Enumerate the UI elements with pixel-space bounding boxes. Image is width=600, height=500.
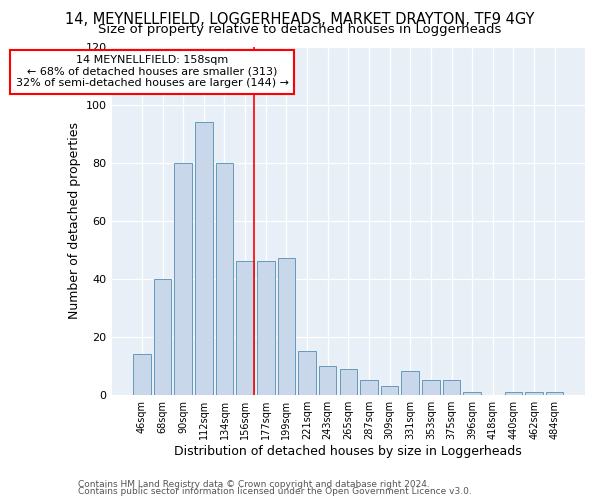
Text: Size of property relative to detached houses in Loggerheads: Size of property relative to detached ho… — [98, 24, 502, 36]
Bar — [298, 351, 316, 395]
Bar — [340, 368, 357, 394]
Bar — [278, 258, 295, 394]
Bar — [463, 392, 481, 394]
Bar — [154, 278, 172, 394]
Bar — [215, 162, 233, 394]
X-axis label: Distribution of detached houses by size in Loggerheads: Distribution of detached houses by size … — [175, 444, 522, 458]
Bar — [401, 372, 419, 394]
Bar — [319, 366, 337, 394]
Bar — [443, 380, 460, 394]
Bar — [360, 380, 378, 394]
Bar — [381, 386, 398, 394]
Bar — [505, 392, 522, 394]
Text: Contains HM Land Registry data © Crown copyright and database right 2024.: Contains HM Land Registry data © Crown c… — [78, 480, 430, 489]
Text: 14 MEYNELLFIELD: 158sqm
← 68% of detached houses are smaller (313)
32% of semi-d: 14 MEYNELLFIELD: 158sqm ← 68% of detache… — [16, 55, 289, 88]
Bar — [133, 354, 151, 395]
Text: 14, MEYNELLFIELD, LOGGERHEADS, MARKET DRAYTON, TF9 4GY: 14, MEYNELLFIELD, LOGGERHEADS, MARKET DR… — [65, 12, 535, 28]
Bar — [236, 261, 254, 394]
Bar — [422, 380, 440, 394]
Bar — [195, 122, 212, 394]
Y-axis label: Number of detached properties: Number of detached properties — [68, 122, 82, 319]
Text: Contains public sector information licensed under the Open Government Licence v3: Contains public sector information licen… — [78, 488, 472, 496]
Bar — [175, 162, 192, 394]
Bar — [525, 392, 543, 394]
Bar — [546, 392, 563, 394]
Bar — [257, 261, 275, 394]
